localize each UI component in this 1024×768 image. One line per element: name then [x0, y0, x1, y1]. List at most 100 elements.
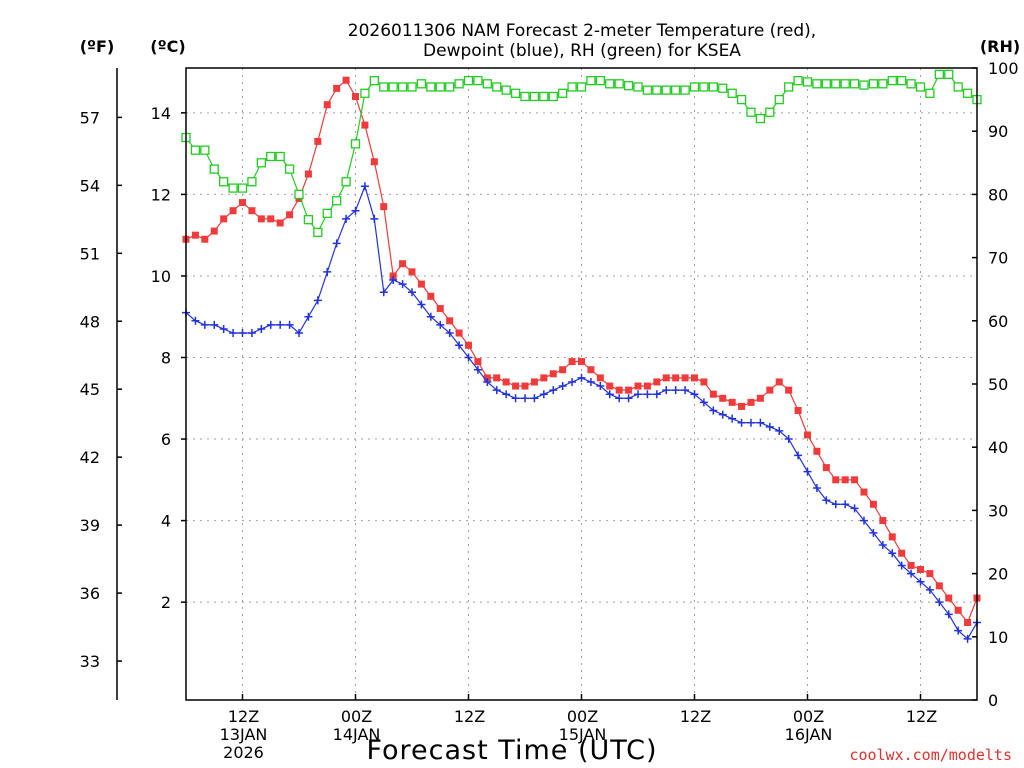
- rh-point: [736, 94, 747, 105]
- dewpoint-point: [379, 288, 388, 297]
- dewpoint-point: [784, 435, 793, 444]
- temperature-point: [634, 382, 642, 390]
- time-tick-label: 16JAN: [785, 725, 833, 744]
- fahrenheit-tick-label: 45: [80, 380, 100, 399]
- rh-point: [388, 82, 398, 92]
- dewpoint-point: [389, 276, 398, 285]
- chart-title-line-2: Dewpoint (blue), RH (green) for KSEA: [423, 41, 741, 61]
- celsius-tick-label: 12: [151, 185, 171, 204]
- dewpoint-point: [586, 377, 595, 386]
- dewpoint-point: [822, 496, 831, 505]
- dewpoint-point: [568, 377, 577, 386]
- temperature-point: [521, 382, 529, 390]
- credit-label: coolwx.com/modelts: [849, 746, 1012, 764]
- dewpoint-point: [285, 320, 294, 329]
- temperature-point: [210, 227, 218, 235]
- rh-point: [727, 88, 737, 98]
- fahrenheit-tick-label: 57: [80, 108, 100, 127]
- rh-point: [897, 75, 907, 86]
- dewpoint-point: [257, 324, 266, 333]
- dewpoint-point: [944, 610, 953, 619]
- dewpoint-point: [266, 320, 275, 329]
- rh-point: [755, 113, 766, 124]
- dewpoint-point: [747, 418, 755, 427]
- temperature-point: [380, 203, 388, 211]
- temperature-point: [719, 394, 727, 402]
- plot-frame: [185, 67, 978, 701]
- fahrenheit-tick-label: 48: [80, 312, 100, 331]
- rh-point: [887, 75, 897, 86]
- temperature-point: [408, 268, 416, 276]
- series-rh: [181, 69, 982, 237]
- temperature-point: [935, 582, 943, 590]
- temperature-point: [333, 84, 341, 92]
- dewpoint-point: [737, 418, 746, 427]
- dewpoint-point: [652, 390, 661, 399]
- temperature-point: [728, 398, 736, 406]
- temperature-point: [851, 476, 859, 484]
- temperature-point: [239, 199, 246, 207]
- temperature-point: [276, 219, 284, 227]
- temperature-point: [879, 517, 887, 525]
- dewpoint-point: [304, 312, 313, 321]
- time-tick-label: 12Z: [906, 707, 937, 726]
- dewpoint-point: [426, 312, 435, 321]
- temperature-point: [587, 366, 595, 374]
- temperature-point: [869, 500, 877, 508]
- dewpoint-point: [200, 320, 209, 329]
- rh-point: [962, 88, 973, 98]
- temperature-point: [220, 215, 228, 223]
- rh-point: [925, 88, 935, 98]
- rh-point: [294, 189, 304, 200]
- rh-point: [906, 79, 916, 89]
- fahrenheit-unit-label: (ºF): [80, 37, 115, 56]
- fahrenheit-tick-label: 54: [80, 176, 100, 195]
- temperature-point: [229, 207, 237, 215]
- fahrenheit-tick-label: 42: [80, 448, 100, 467]
- temperature-point: [615, 386, 623, 394]
- fahrenheit-tick-label: 36: [80, 584, 100, 603]
- rh-point: [595, 75, 605, 86]
- temperature-point: [389, 272, 397, 280]
- temperature-point: [898, 549, 906, 557]
- temperature-point: [502, 378, 510, 386]
- time-tick-label: 12Z: [228, 707, 259, 726]
- temperature-point: [766, 386, 774, 394]
- dewpoint-point: [671, 386, 680, 395]
- temperature-point: [794, 407, 802, 415]
- temperature-point: [267, 215, 275, 223]
- temperature-point: [672, 374, 680, 382]
- dewpoint-point: [229, 329, 238, 338]
- dewpoint-point: [643, 390, 652, 399]
- rh-point: [454, 79, 464, 89]
- dewpoint-point: [492, 386, 501, 395]
- dewpoint-point: [408, 288, 416, 297]
- dewpoint-point: [794, 451, 803, 460]
- fahrenheit-tick-label: 51: [80, 244, 100, 263]
- rh-unit-label: (RH): [980, 37, 1020, 56]
- rh-point: [671, 85, 681, 95]
- temperature-point: [483, 374, 491, 382]
- rh-point: [303, 215, 314, 225]
- temperature-point: [926, 570, 934, 578]
- dewpoint-point: [681, 386, 690, 395]
- dewpoint-point: [445, 329, 454, 338]
- temperature-point: [700, 378, 708, 386]
- dewpoint-point: [775, 426, 784, 435]
- celsius-tick-label: 10: [151, 267, 171, 286]
- temperature-point: [512, 382, 520, 390]
- rh-point: [831, 79, 841, 89]
- rh-tick-label: 60: [988, 312, 1008, 331]
- temperature-point: [474, 358, 482, 366]
- temperature-point: [606, 382, 614, 390]
- rh-point: [482, 79, 492, 89]
- rh-point: [397, 82, 408, 92]
- rh-point: [219, 177, 229, 187]
- rh-point: [284, 164, 295, 174]
- dewpoint-point: [803, 467, 812, 476]
- temperature-point: [662, 374, 670, 382]
- dewpoint-point: [699, 398, 708, 407]
- temperature-point: [954, 606, 962, 614]
- time-tick-label: 14JAN: [333, 725, 381, 744]
- rh-point: [633, 82, 643, 92]
